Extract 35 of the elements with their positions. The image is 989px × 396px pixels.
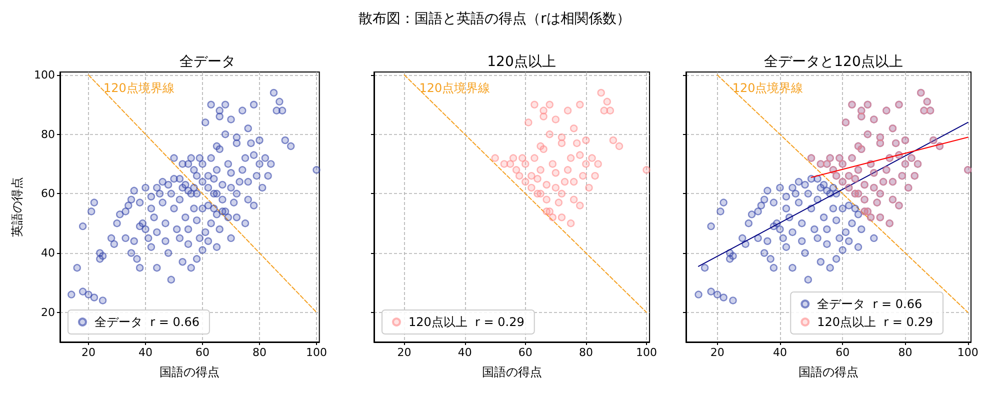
x-tick-label: 100 <box>636 346 657 359</box>
x-tick-label: 100 <box>306 346 327 359</box>
legend-label: 120点以上 r = 0.29 <box>408 315 524 329</box>
x-tick-label: 20 <box>82 346 96 359</box>
legend-label: 全データ r = 0.66 <box>817 297 922 311</box>
y-tick-label: 100 <box>34 68 55 82</box>
x-tick-label: 40 <box>772 346 787 359</box>
x-tick-label: 20 <box>710 346 724 359</box>
x-axis-title: 国語の得点 <box>798 365 858 379</box>
y-axis-title: 英語の得点 <box>10 177 24 237</box>
x-tick-label: 80 <box>898 346 912 359</box>
legend-label: 120点以上 r = 0.29 <box>817 315 934 329</box>
x-tick-label: 40 <box>138 346 152 359</box>
chart-title: 全データと120点以上 <box>764 54 903 70</box>
series-label: 120点境界線 <box>104 80 174 95</box>
x-tick-label: 60 <box>518 346 532 359</box>
y-tick-label: 20 <box>41 306 55 319</box>
x-tick-label: 20 <box>397 346 412 359</box>
text: 散布図：国語と英語の得点（rは相関係数） <box>358 10 632 28</box>
x-axis-title: 国語の得点 <box>482 365 542 379</box>
series-label: 120点境界線 <box>419 80 490 95</box>
x-tick-label: 100 <box>957 346 978 359</box>
x-axis-title: 国語の得点 <box>160 365 220 379</box>
y-tick-label: 80 <box>41 128 55 141</box>
y-tick-label: 60 <box>41 187 55 200</box>
x-tick-label: 80 <box>252 346 266 359</box>
series-label: 120点境界線 <box>732 80 804 95</box>
x-tick-label: 40 <box>458 346 472 359</box>
y-tick-label: 40 <box>41 246 55 260</box>
chart-title: 全データ <box>180 54 236 70</box>
x-tick-label: 80 <box>578 346 593 359</box>
chart-title: 120点以上 <box>487 54 556 70</box>
legend-label: 全データ r = 0.66 <box>94 315 200 329</box>
x-tick-label: 60 <box>196 346 210 359</box>
x-tick-label: 60 <box>836 346 850 359</box>
